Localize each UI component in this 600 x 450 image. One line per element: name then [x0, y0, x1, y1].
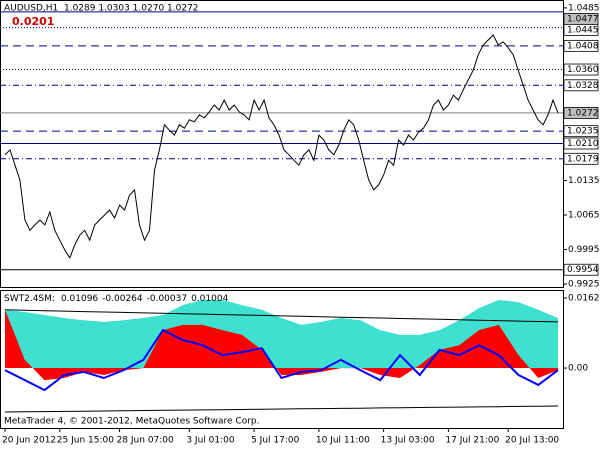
x-tick-label: 5 Jul 17:00: [251, 436, 300, 446]
price-line: [4, 34, 559, 260]
level-label-box: [563, 107, 599, 119]
chart-title: AUDUSD,H1 1.0289 1.0303 1.0270 1.0272: [4, 4, 199, 14]
level-label-box: [563, 63, 599, 76]
level-label: 1.0360: [567, 65, 599, 75]
level-label: 1.0210: [567, 139, 599, 149]
x-tick-label: 20 Jun 2012: [2, 436, 56, 446]
y-tick-label: 0.00: [568, 364, 588, 374]
level-label: 1.0477: [567, 14, 599, 24]
x-tick-label: 28 Jun 07:00: [117, 436, 174, 446]
level-label-box: [563, 125, 599, 138]
x-tick-label: 13 Jul 03:00: [381, 436, 435, 446]
y-tick-label: 0.9995: [568, 245, 600, 255]
level-label-box: [563, 79, 599, 92]
level-label: 1.0179: [567, 154, 599, 164]
level-label: 0.9954: [567, 265, 599, 275]
x-tick-label: 17 Jul 21:00: [445, 436, 499, 446]
indicator-value: 0.01004: [191, 294, 228, 304]
indicator-area: [5, 309, 558, 381]
x-tick-label: 10 Jul 11:00: [316, 436, 370, 446]
annotation: 0.0201: [12, 15, 54, 28]
footer: MetaTrader 4, © 2001-2012, MetaQuotes So…: [4, 417, 260, 427]
y-tick-label: 0.9925: [568, 280, 600, 290]
indicator-value: -0.00264: [102, 294, 143, 304]
x-tick-label: 3 Jul 01:00: [186, 436, 235, 446]
indicator-name: SWT2.4SM:: [4, 294, 55, 304]
indicator-value: -0.00037: [147, 294, 187, 304]
indicator-header: SWT2.4SM: 0.01096 -0.00264 -0.00037 0.01004: [4, 294, 229, 304]
level-label: 1.0408: [567, 41, 599, 51]
indicator-line: [4, 309, 559, 323]
x-tick-label: 20 Jul 13:00: [505, 436, 559, 446]
level-label-box: [563, 23, 599, 36]
level-label: 1.0272: [567, 108, 599, 118]
y-tick-label: 0.01624: [568, 294, 600, 304]
indicator-line: [4, 405, 559, 413]
x-tick-label: 25 Jun 15:00: [57, 436, 114, 446]
level-label-box: [563, 39, 599, 52]
indicator-line: [4, 328, 559, 392]
level-label-box: [563, 137, 599, 150]
level-label: 1.0445: [567, 25, 599, 35]
level-label: 1.0235: [567, 127, 599, 137]
indicator-value: 0.01096: [61, 294, 98, 304]
y-tick-label: 1.0485: [568, 3, 600, 13]
level-label: 1.0328: [567, 81, 599, 91]
y-tick-label: 1.0135: [568, 176, 600, 186]
level-label-box: [563, 263, 599, 276]
indicator-area: [5, 299, 558, 369]
indicator-panel: [0, 290, 564, 429]
indicator-plot: [4, 299, 559, 413]
y-tick-label: 1.0065: [568, 211, 600, 221]
level-label-box: [563, 152, 599, 165]
